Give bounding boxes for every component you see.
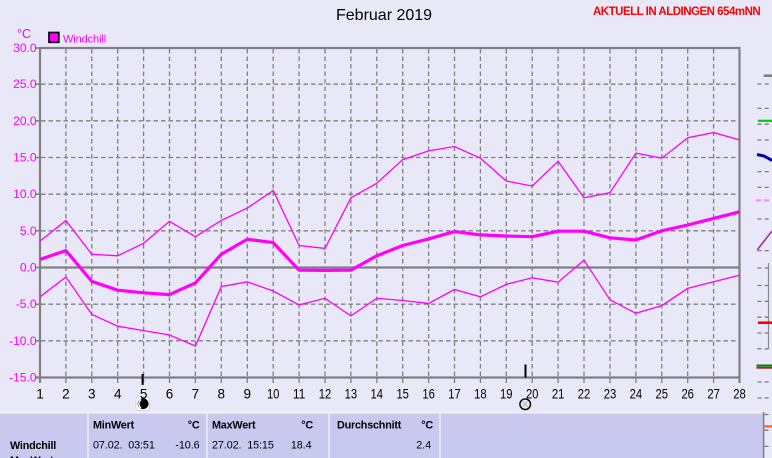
svg-text:7: 7	[192, 387, 200, 402]
svg-text:-10.6: -10.6	[175, 440, 199, 452]
svg-text:22: 22	[578, 387, 591, 402]
svg-text:MaxWert: MaxWert	[212, 420, 256, 432]
svg-text:15: 15	[396, 387, 409, 402]
svg-text:Windchill: Windchill	[10, 440, 56, 452]
svg-text:5: 5	[140, 387, 148, 402]
svg-text:23: 23	[604, 387, 617, 402]
svg-text:-10.0: -10.0	[9, 334, 37, 348]
svg-text:17: 17	[448, 387, 461, 402]
svg-text:19: 19	[500, 387, 513, 402]
svg-text:MaxWert: MaxWert	[10, 455, 54, 458]
svg-text:2.4: 2.4	[416, 440, 431, 452]
svg-text:10: 10	[267, 387, 280, 402]
svg-text:3: 3	[88, 387, 96, 402]
svg-text:9: 9	[244, 387, 252, 402]
svg-text:4: 4	[114, 387, 122, 402]
svg-text:2: 2	[62, 387, 70, 402]
svg-text:27: 27	[707, 387, 720, 402]
svg-text:-15.0: -15.0	[9, 371, 37, 385]
svg-text:5.0: 5.0	[20, 224, 37, 238]
svg-text:Windchill: Windchill	[63, 33, 106, 45]
svg-text:13: 13	[345, 387, 358, 402]
svg-text:16: 16	[422, 387, 435, 402]
svg-text:AKTUELL IN ALDINGEN 654mNN: AKTUELL IN ALDINGEN 654mNN	[593, 6, 760, 18]
svg-text:18: 18	[474, 387, 487, 402]
svg-text:25: 25	[656, 387, 669, 402]
svg-text:-5.0: -5.0	[16, 297, 37, 311]
svg-text:26: 26	[681, 387, 694, 402]
svg-text:MinWert: MinWert	[93, 420, 135, 432]
svg-text:0.0: 0.0	[20, 261, 37, 275]
svg-text:11: 11	[293, 387, 306, 402]
svg-text:24: 24	[630, 387, 643, 402]
svg-text:10.0: 10.0	[13, 187, 37, 201]
svg-text:6: 6	[166, 387, 174, 402]
svg-text:1: 1	[36, 387, 44, 402]
svg-text:8: 8	[218, 387, 226, 402]
svg-text:30.0: 30.0	[13, 41, 37, 55]
svg-text:21: 21	[552, 387, 565, 402]
svg-text:Durchschnitt: Durchschnitt	[337, 420, 402, 432]
svg-text:27.02. 15:15: 27.02. 15:15	[212, 440, 274, 452]
svg-text:°C: °C	[17, 27, 31, 41]
svg-text:20.0: 20.0	[13, 114, 37, 128]
svg-text:07.02. 03:51: 07.02. 03:51	[93, 440, 155, 452]
svg-text:28: 28	[733, 387, 746, 402]
svg-text:18.4: 18.4	[291, 440, 312, 452]
svg-text:14: 14	[371, 387, 384, 402]
svg-text:Februar 2019: Februar 2019	[336, 7, 432, 24]
svg-text:25.0: 25.0	[13, 77, 37, 91]
svg-text:20: 20	[526, 387, 539, 402]
svg-text:°C: °C	[301, 420, 313, 432]
svg-text:15.0: 15.0	[13, 151, 37, 165]
svg-text:°C: °C	[188, 420, 200, 432]
svg-text:°C: °C	[421, 420, 433, 432]
svg-text:12: 12	[319, 387, 332, 402]
